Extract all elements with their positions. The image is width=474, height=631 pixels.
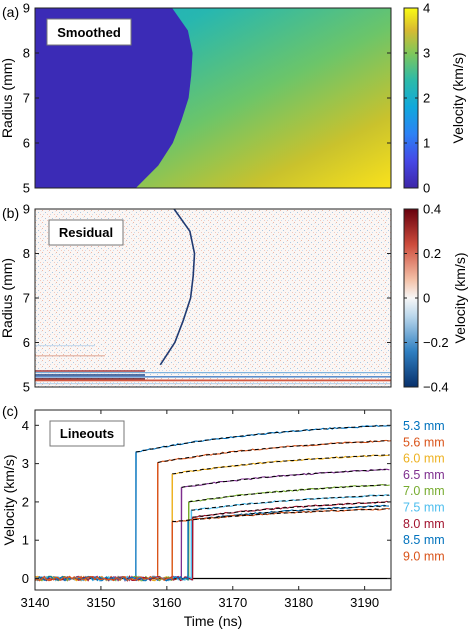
panel-c-label: (c)	[2, 403, 18, 419]
panel-a-y-tick-label: 7	[23, 91, 30, 106]
panel-a: 5 6 7 8 9 (a) Smoothed Radius (mm) 0 1 2 3 4 Vel…	[0, 1, 466, 196]
fit-line-9_0-mm	[172, 508, 390, 523]
panel-c-y-tick-label: 0	[22, 571, 29, 586]
panel-a-label: (a)	[2, 4, 19, 20]
panel-c-x-tick-label: 3170	[218, 595, 247, 610]
panel-b-annotation: Residual	[48, 219, 124, 246]
panel-b-noise-bands	[35, 345, 391, 385]
legend-entry: 7.5 mm	[403, 501, 445, 515]
legend-entry: 6.5 mm	[403, 468, 445, 482]
panel-b-label: (b)	[2, 205, 19, 221]
legend-entry: 7.0 mm	[403, 484, 445, 498]
panel-c-ticks: 3140 3150 3160 3170 3180 3190 0 1 2 3 4	[21, 410, 391, 610]
panel-a-front-area	[35, 8, 193, 188]
panel-b-front-line	[159, 209, 196, 366]
panel-c-x-tick-label: 3140	[21, 595, 50, 610]
fit-line-5_3-mm	[135, 425, 387, 453]
panel-b-colorbar-tick-label: −0.4	[423, 380, 449, 395]
panel-a-y-tick-label: 9	[23, 1, 30, 16]
panel-b-colorbar-tick-label: −0.2	[423, 335, 449, 350]
panel-a-colorbar-tick-label: 2	[423, 91, 430, 106]
panel-a-annotation: Smoothed	[46, 18, 132, 46]
panel-c-y-tick-label: 3	[22, 456, 29, 471]
panel-b-annotation-text: Residual	[59, 225, 113, 240]
panel-a-y-tick-label: 6	[23, 136, 30, 151]
legend-entry: 8.5 mm	[403, 533, 445, 547]
panel-c-x-tick-label: 3150	[86, 595, 115, 610]
panel-b-colorbar-ticks: −0.4 −0.2 0 0.2 0.4	[404, 202, 449, 395]
legend-entry: 9.0 mm	[403, 549, 445, 563]
panel-c-x-tick-label: 3160	[152, 595, 181, 610]
panel-c-series	[35, 424, 391, 582]
panel-a-y-tick-label: 8	[23, 46, 30, 61]
panel-c-annotation: Lineouts	[49, 420, 125, 447]
legend-entry: 8.0 mm	[403, 517, 445, 531]
legend-entry: 5.6 mm	[403, 435, 445, 449]
panel-b-colorbar-tick-label: 0.4	[423, 202, 441, 217]
panel-c-annotation-text: Lineouts	[60, 426, 114, 441]
panel-a-y-ticks: 5 6 7 8 9	[23, 1, 391, 196]
panel-c-x-axis-label: Time (ns)	[184, 613, 243, 629]
panel-b-colorbar-tick-label: 0.2	[423, 246, 441, 261]
panel-a-annotation-text: Smoothed	[57, 25, 121, 40]
fit-line-7_5-mm	[191, 494, 390, 511]
panel-a-colorbar-label: Velocity (km/s)	[450, 52, 466, 143]
panel-b-y-tick-label: 5	[23, 380, 30, 395]
panel-c-y-tick-label: 2	[22, 494, 29, 509]
panel-b-y-axis-label: Radius (mm)	[0, 258, 15, 338]
panel-c-x-tick-label: 3180	[284, 595, 313, 610]
fit-line-7_0-mm	[188, 484, 387, 503]
panel-a-y-tick-label: 5	[23, 181, 30, 196]
fit-line-8_0-mm	[192, 501, 391, 518]
fit-line-6_0-mm	[172, 454, 390, 475]
panel-c-x-tick-label: 3190	[350, 595, 379, 610]
panel-b-y-tick-label: 6	[23, 335, 30, 350]
panel-c-y-axis-label: Velocity (km/s)	[1, 454, 17, 545]
panel-a-colorbar-tick-label: 0	[423, 181, 430, 196]
panel-b-colorbar-tick-label: 0	[423, 291, 430, 306]
panel-b-y-tick-label: 9	[23, 202, 30, 217]
panel-b-y-tick-label: 8	[23, 246, 30, 261]
legend-entry: 6.0 mm	[403, 452, 445, 466]
panel-a-colorbar-tick-label: 1	[423, 136, 430, 151]
panel-a-colorbar-ticks: 0 1 2 3 4	[404, 1, 430, 196]
panel-c-y-tick-label: 1	[22, 533, 29, 548]
panel-b-colorbar-label: Velocity (km/s)	[452, 252, 468, 343]
panel-a-colorbar-tick-label: 3	[423, 46, 430, 61]
panel-b: 5 6 7 8 9 (b) Residual Radius (mm) −0.4 −0.2 0…	[0, 202, 468, 395]
fit-line-8_5-mm	[187, 505, 386, 521]
panel-b-y-ticks: 5 6 7 8 9	[23, 202, 391, 395]
panel-a-y-axis-label: Radius (mm)	[0, 58, 15, 138]
panel-c: 3140 3150 3160 3170 3180 3190 0 1 2 3 4 (c) Lineou…	[1, 403, 445, 629]
fit-line-6_5-mm	[181, 469, 386, 488]
legend-entry: 5.3 mm	[403, 419, 445, 433]
panel-a-colorbar-tick-label: 4	[423, 1, 430, 16]
panel-c-frame	[34, 409, 392, 591]
panel-c-y-tick-label: 4	[22, 418, 29, 433]
panel-c-legend: 5.3 mm 5.6 mm 6.0 mm 6.5 mm 7.0 mm 7.5 mm 8.0 …	[403, 419, 445, 563]
fit-line-5_6-mm	[157, 440, 389, 463]
panel-b-y-tick-label: 7	[23, 291, 30, 306]
